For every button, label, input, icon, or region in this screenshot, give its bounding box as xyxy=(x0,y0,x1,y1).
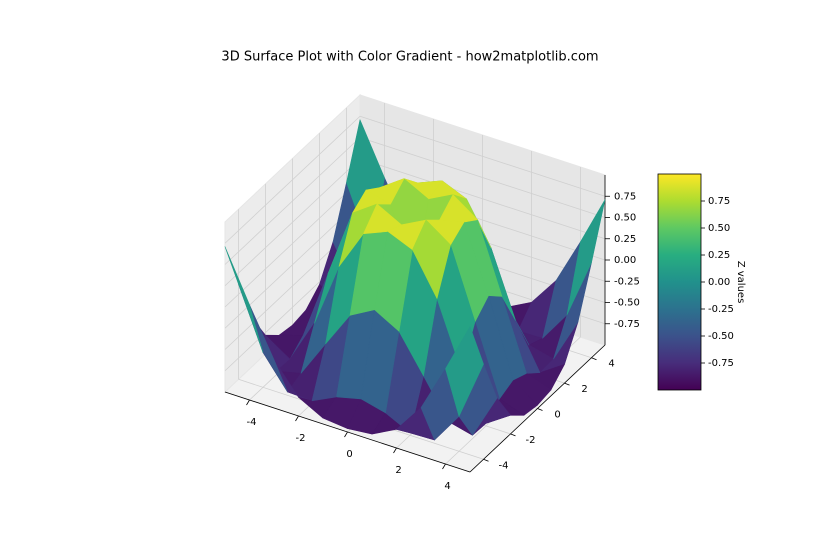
axis-line xyxy=(469,344,606,473)
y-tick-label: 2 xyxy=(581,384,587,395)
colorbar-tick-label: 0.75 xyxy=(708,196,730,207)
colorbar-tick-label: -0.75 xyxy=(708,358,734,369)
x-tick xyxy=(246,399,250,406)
y-tick-label: -2 xyxy=(526,435,536,446)
grid-line xyxy=(224,115,361,244)
z-tick-label: -0.75 xyxy=(614,319,640,330)
x-tick-label: 0 xyxy=(346,449,352,460)
axis-line xyxy=(224,391,471,473)
y-tick xyxy=(564,382,570,386)
surface-patch xyxy=(224,246,264,353)
grid-line xyxy=(359,158,606,240)
z-tick-label: 0.75 xyxy=(614,191,636,202)
colorbar-tick-label: -0.50 xyxy=(708,331,734,342)
x-tick-label: -2 xyxy=(296,433,306,444)
x-tick-label: -4 xyxy=(247,417,257,428)
surface-patch xyxy=(566,199,606,316)
y-tick-label: 0 xyxy=(554,410,560,421)
surface-patch xyxy=(412,219,451,299)
y-tick xyxy=(591,357,597,361)
z-tick-label: 0.00 xyxy=(614,255,636,266)
grid-line xyxy=(359,137,606,218)
y-tick-label: -4 xyxy=(499,460,509,471)
grid-line xyxy=(359,115,606,197)
x-tick-label: 2 xyxy=(395,465,401,476)
y-tick xyxy=(537,408,543,411)
z-tick-label: -0.50 xyxy=(614,298,640,309)
colorbar-tick-label: 0.50 xyxy=(708,223,730,234)
y-tick xyxy=(510,433,516,437)
z-tick-label: 0.25 xyxy=(614,234,636,245)
z-tick-label: 0.50 xyxy=(614,213,636,224)
colorbar-tick-label: -0.25 xyxy=(708,304,734,315)
grid-line xyxy=(224,179,361,308)
grid-line xyxy=(224,158,361,287)
y-tick-label: 4 xyxy=(608,359,614,370)
y-tick xyxy=(483,458,489,462)
colorbar xyxy=(657,173,702,391)
colorbar-tick-label: 0.25 xyxy=(708,250,730,261)
surface-patch xyxy=(445,326,484,417)
grid-line xyxy=(224,137,361,265)
chart-title: 3D Surface Plot with Color Gradient - ho… xyxy=(221,50,598,65)
colorbar-tick-label: 0.00 xyxy=(708,277,730,288)
z-tick-label: -0.25 xyxy=(614,276,640,287)
x-tick xyxy=(344,431,348,438)
colorbar-label: Z values xyxy=(735,261,746,304)
x-tick xyxy=(393,447,397,454)
x-tick-label: 4 xyxy=(444,481,450,492)
x-tick xyxy=(442,463,446,470)
x-tick xyxy=(295,415,299,422)
